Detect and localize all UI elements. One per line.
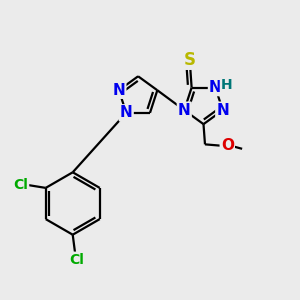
Text: N: N <box>120 105 133 120</box>
Text: Cl: Cl <box>69 253 84 267</box>
Text: H: H <box>221 78 232 92</box>
Text: O: O <box>221 138 234 153</box>
Text: Cl: Cl <box>13 178 28 192</box>
Text: N: N <box>112 83 125 98</box>
Text: N: N <box>178 103 191 118</box>
Text: N: N <box>216 103 229 118</box>
Text: S: S <box>184 51 196 69</box>
Text: N: N <box>209 80 222 95</box>
